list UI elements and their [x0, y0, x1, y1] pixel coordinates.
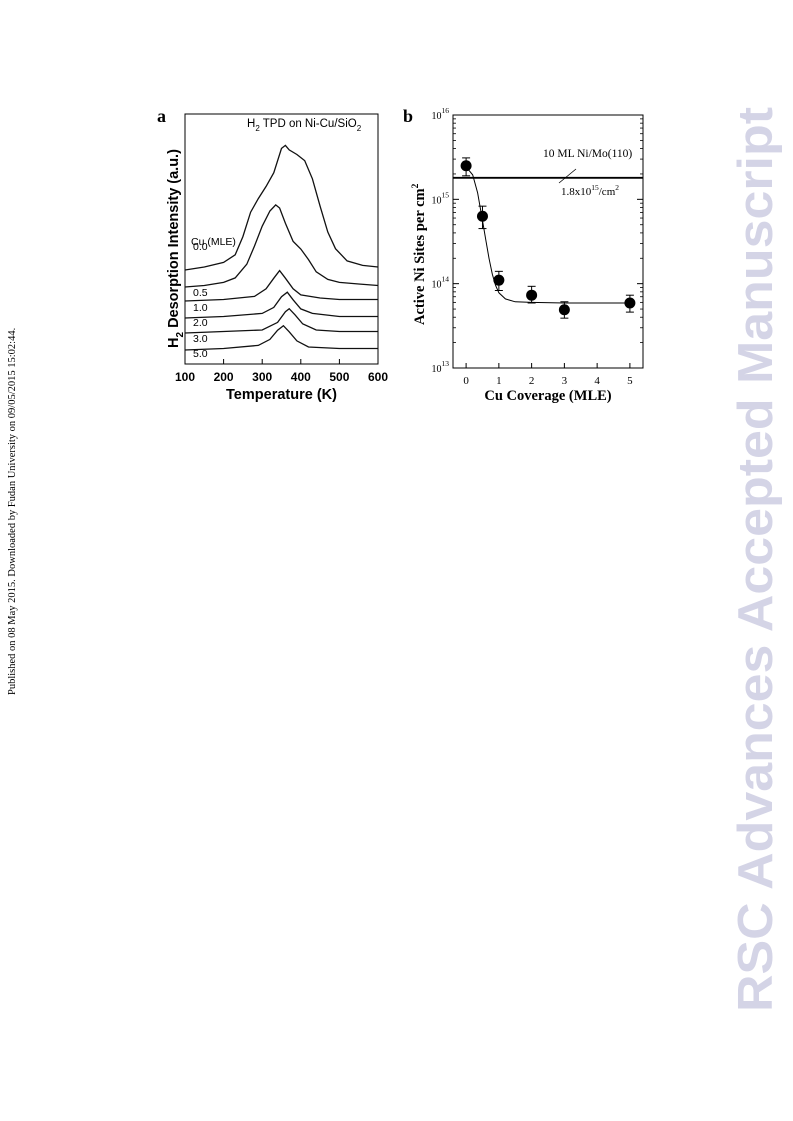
x-tick-label-a-300: 300: [252, 370, 272, 384]
y-tick-label-b-13: 1013: [432, 359, 450, 375]
x-axis-label-b: Cu Coverage (MLE): [484, 388, 611, 404]
legend-title-a: Cu (MLE): [191, 236, 236, 248]
x-tick-label-b-3: 3: [562, 375, 568, 387]
y-tick-label-b-16: 1016: [432, 106, 450, 122]
chart-title-a: H2 TPD on Ni-Cu/SiO2: [247, 118, 362, 133]
x-tick-label-b-4: 4: [594, 375, 600, 387]
x-tick-label-b-0: 0: [463, 375, 469, 387]
watermark-text: RSC Advances Accepted Manuscript: [728, 107, 783, 1012]
series-label-0.5: 0.5: [193, 287, 208, 299]
reference-pointer: [558, 168, 577, 184]
fit-curve: [467, 168, 630, 304]
series-label-2.0: 2.0: [193, 317, 208, 329]
data-point-0: [460, 160, 472, 172]
panel-label-b: b: [403, 106, 413, 126]
x-axis-label-a: Temperature (K): [226, 387, 337, 403]
x-tick-label-a-200: 200: [214, 370, 234, 384]
series-line-5.0: [184, 324, 378, 351]
x-tick-label-a-500: 500: [329, 370, 349, 384]
plot-frame-a: [184, 113, 379, 365]
series-label-5.0: 5.0: [193, 348, 208, 360]
x-tick-label-b-1: 1: [496, 375, 502, 387]
panel-a: a H2 TPD on Ni-Cu/SiO2 Cu (MLE)0.0 0.5 1.0 2.…: [157, 106, 388, 403]
data-point-2: [493, 274, 505, 286]
series-line-0.0: [184, 144, 379, 271]
y-tick-label-b-14: 1014: [432, 275, 450, 291]
y-axis-label-b: Active Ni Sites per cm2: [411, 183, 428, 325]
y-tick-label-b-15: 1015: [432, 190, 450, 206]
data-point-1: [476, 210, 488, 222]
panel-label-a: a: [157, 106, 166, 126]
x-tick-label-b-5: 5: [627, 375, 633, 387]
x-tick-label-a-400: 400: [291, 370, 311, 384]
series-label-1.0: 1.0: [193, 302, 208, 314]
series-label-0.0: 0.0: [193, 241, 208, 253]
plot-frame-b: [452, 114, 644, 369]
reference-value: 1.8x1015/cm2: [561, 183, 619, 198]
reference-line-label: 10 ML Ni/Mo(110): [543, 148, 632, 160]
y-axis-label-a: H2 Desorption Intensity (a.u.): [166, 149, 186, 348]
x-tick-label-a-600: 600: [368, 370, 388, 384]
x-tick-label-a-100: 100: [175, 370, 195, 384]
panel-b: b 1013 1014 1015 1016 0 1 2 3 4 5 Cu Coverage (MLE)…: [403, 106, 644, 404]
series-line-2.0: [184, 291, 378, 319]
series-line-0.5: [184, 204, 379, 288]
series-label-3.0: 3.0: [193, 333, 208, 345]
series-line-3.0: [184, 307, 378, 334]
data-point-4: [558, 304, 570, 316]
data-point-3: [526, 289, 538, 301]
series-line-1.0: [184, 269, 378, 302]
x-tick-label-b-2: 2: [529, 375, 535, 387]
data-point-5: [624, 297, 636, 309]
